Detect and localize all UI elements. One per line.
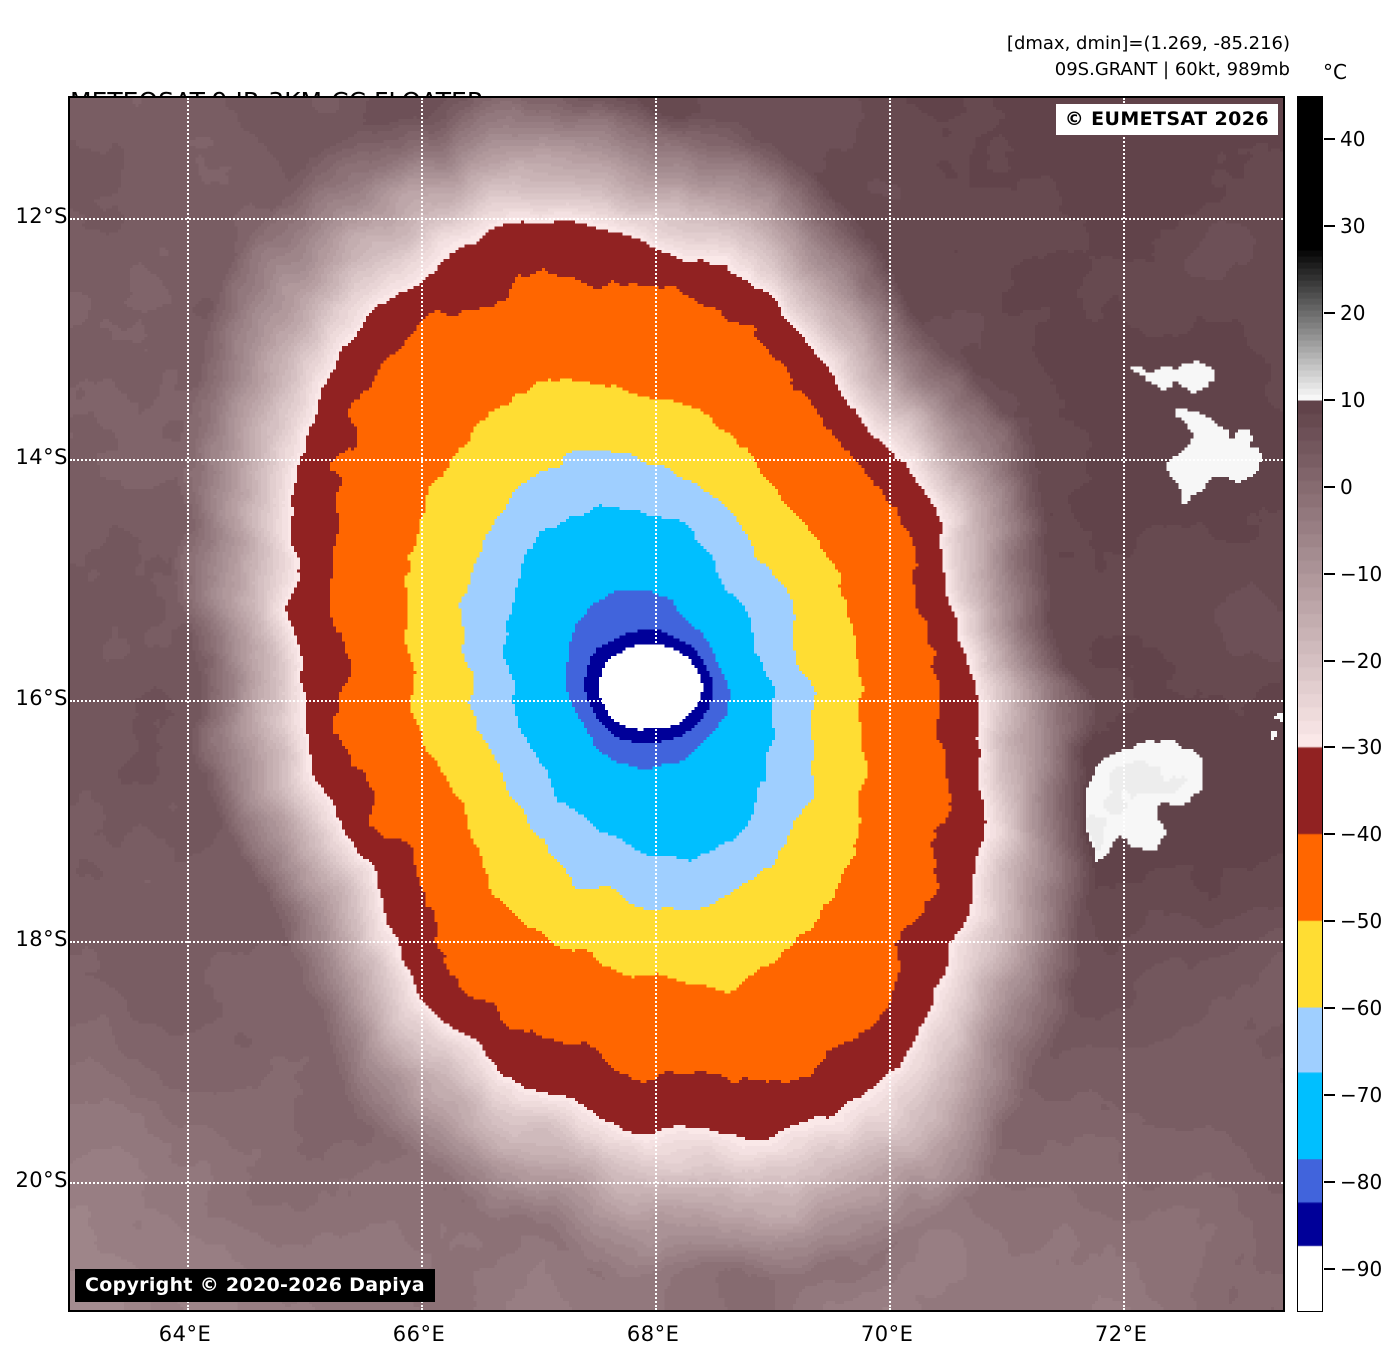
colorbar-tick-label: −80 <box>1340 1169 1383 1194</box>
colorbar-tick-mark <box>1324 920 1335 923</box>
colorbar-gradient <box>1298 97 1322 1311</box>
colorbar-tick-mark <box>1324 1180 1335 1183</box>
colorbar-tick-mark <box>1324 746 1335 749</box>
colorbar-tick-label: 0 <box>1340 474 1353 499</box>
satellite-image-plot: © EUMETSAT 2026 Copyright © 2020-2026 Da… <box>68 96 1285 1312</box>
colorbar-tick-mark <box>1324 312 1335 315</box>
colorbar-unit-label: °C <box>1323 60 1347 84</box>
colorbar-tick-label: −10 <box>1340 561 1383 586</box>
ytick-label: 18°S <box>15 926 68 951</box>
colorbar-tick-mark <box>1324 1007 1335 1009</box>
eumetsat-copyright-badge: © EUMETSAT 2026 <box>1055 104 1278 135</box>
ytick-label: 20°S <box>15 1167 68 1192</box>
xtick-label: 72°E <box>1094 1322 1148 1346</box>
colorbar-tick-mark <box>1324 399 1335 401</box>
colorbar-tick-mark <box>1324 138 1335 141</box>
colorbar-tick-mark <box>1324 1267 1335 1270</box>
ytick-label: 16°S <box>15 685 68 710</box>
xtick-label: 70°E <box>860 1322 914 1346</box>
dapiya-copyright-badge: Copyright © 2020-2026 Dapiya <box>75 1269 435 1302</box>
colorbar-tick-mark <box>1324 659 1335 662</box>
colorbar-tick-label: −90 <box>1340 1256 1383 1281</box>
colorbar-tick-label: −20 <box>1340 648 1383 673</box>
xtick-label: 64°E <box>158 1322 212 1346</box>
dmax-dmin-readout: [dmax, dmin]=(1.269, -85.216) <box>1006 33 1290 54</box>
ytick-label: 14°S <box>15 445 68 470</box>
colorbar-tick-label: −70 <box>1340 1082 1383 1107</box>
xtick-label: 66°E <box>392 1322 446 1346</box>
colorbar-tick-mark <box>1324 833 1335 836</box>
colorbar-tick-label: −50 <box>1340 909 1383 934</box>
colorbar-tick-label: 30 <box>1340 214 1366 239</box>
colorbar-tick-label: −30 <box>1340 735 1383 760</box>
xtick-label: 68°E <box>626 1322 680 1346</box>
header-metadata: [dmax, dmin]=(1.269, -85.216) 09S.GRANT … <box>1007 31 1290 83</box>
colorbar-tick-label: −40 <box>1340 822 1383 847</box>
colorbar-tick-label: −60 <box>1340 996 1383 1020</box>
colorbar-tick-mark <box>1324 1093 1335 1096</box>
colorbar-tick-label: 20 <box>1340 301 1366 326</box>
ytick-label: 12°S <box>15 204 68 229</box>
colorbar-tick-mark <box>1324 225 1335 228</box>
satellite-ir-imagery <box>70 98 1283 1310</box>
colorbar-tick-label: 10 <box>1340 388 1366 412</box>
colorbar-tick-label: 40 <box>1340 127 1366 152</box>
temperature-colorbar <box>1297 96 1323 1312</box>
colorbar-tick-mark <box>1324 572 1335 575</box>
colorbar-tick-mark <box>1324 485 1335 488</box>
storm-info-readout: 09S.GRANT | 60kt, 989mb <box>1054 59 1290 81</box>
